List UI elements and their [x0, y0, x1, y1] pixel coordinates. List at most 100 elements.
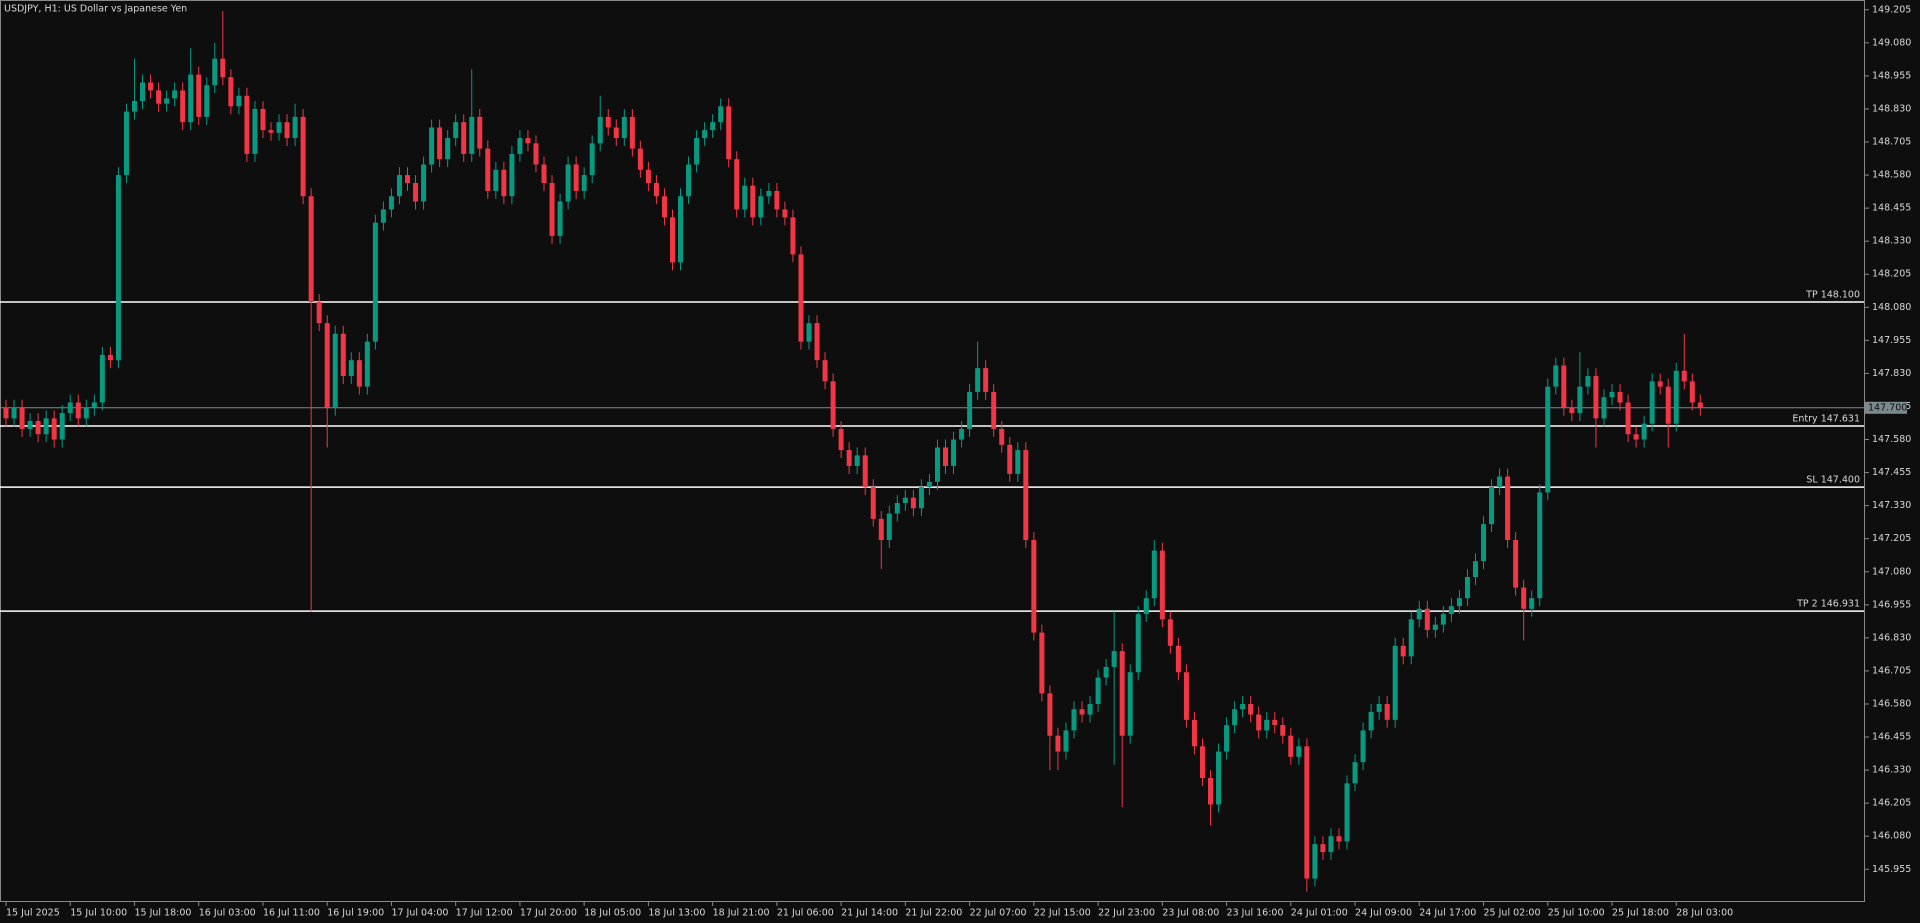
- candle-body: [1689, 381, 1695, 403]
- candle-body: [1151, 550, 1157, 599]
- y-tick-label: 148.580: [1872, 170, 1911, 181]
- x-tick-label: 15 Jul 2025: [6, 908, 60, 919]
- y-tick-label: 147.580: [1872, 434, 1911, 445]
- candle-body: [405, 175, 410, 184]
- candle-body: [148, 82, 154, 91]
- candle-body: [975, 368, 981, 392]
- candle-body: [1256, 714, 1262, 731]
- plot-frame: [0, 0, 1865, 902]
- candle-body: [1272, 719, 1278, 726]
- candle-body: [557, 201, 563, 236]
- candle-body: [51, 418, 57, 440]
- y-tick-label: 148.080: [1872, 302, 1911, 313]
- candle-body: [1609, 391, 1615, 398]
- x-tick-label: 25 Jul 02:00: [1484, 908, 1541, 919]
- candle-body: [1456, 598, 1462, 607]
- candle-body: [669, 217, 675, 263]
- candle-body: [1665, 386, 1671, 424]
- candle-body: [1489, 487, 1495, 525]
- x-tick-label: 17 Jul 20:00: [520, 908, 577, 919]
- candle-body: [854, 455, 860, 466]
- y-tick-label: 148.205: [1872, 269, 1911, 280]
- candle-body: [1312, 844, 1318, 879]
- candle-body: [244, 95, 250, 154]
- y-tick-label: 147.080: [1872, 566, 1911, 577]
- y-tick-label: 148.955: [1872, 70, 1911, 81]
- x-tick-label: 24 Jul 01:00: [1291, 908, 1348, 919]
- candle-body: [308, 196, 314, 303]
- chart-title: USDJPY, H1: US Dollar vs Japanese Yen: [4, 4, 187, 15]
- candle-body: [1159, 550, 1165, 620]
- candle-body: [1448, 606, 1454, 615]
- candle-body: [1537, 492, 1543, 599]
- candle-body: [1464, 577, 1470, 599]
- candle-body: [686, 164, 692, 197]
- candle-body: [790, 217, 796, 255]
- candle-body: [11, 407, 17, 419]
- candle-body: [541, 164, 547, 184]
- candle-body: [943, 447, 949, 466]
- x-tick-label: 16 Jul 11:00: [263, 908, 320, 919]
- candle-body: [1079, 709, 1085, 715]
- candle-body: [1505, 476, 1511, 541]
- current-price-label: 147.700: [1868, 402, 1907, 413]
- candle-body: [131, 101, 137, 112]
- x-tick-label: 24 Jul 17:00: [1419, 908, 1476, 919]
- candle-body: [236, 95, 242, 107]
- candle-body: [1657, 381, 1663, 387]
- candle-body: [477, 116, 483, 149]
- candle-body: [983, 368, 989, 392]
- candle-body: [1529, 598, 1535, 609]
- x-tick-label: 17 Jul 12:00: [456, 908, 513, 919]
- candle-body: [260, 108, 266, 131]
- candle-body: [437, 127, 443, 160]
- candle-body: [1007, 444, 1013, 474]
- x-tick-label: 23 Jul 08:00: [1162, 908, 1219, 919]
- candle-body: [421, 164, 427, 202]
- candle-body: [1087, 703, 1093, 715]
- candle-body: [549, 183, 555, 236]
- candle-body: [1392, 645, 1398, 720]
- candle-body: [726, 106, 732, 160]
- candle-body: [822, 360, 828, 382]
- candle-body: [1384, 703, 1390, 720]
- candle-body: [1111, 651, 1117, 667]
- candle-body: [878, 518, 884, 541]
- candle-body: [164, 98, 170, 104]
- y-tick-label: 147.455: [1872, 467, 1911, 478]
- candle-body: [1625, 402, 1631, 435]
- candle-body: [605, 116, 611, 128]
- candle-body: [774, 190, 780, 210]
- candle-body: [380, 209, 386, 223]
- candle-body: [1175, 645, 1181, 673]
- candle-body: [862, 455, 868, 488]
- candle-body: [1368, 711, 1374, 731]
- candle-body: [228, 77, 234, 107]
- candle-body: [1296, 746, 1302, 757]
- candle-body: [461, 122, 467, 154]
- candle-body: [1071, 709, 1077, 731]
- candle-body: [1601, 397, 1607, 419]
- level-label: Entry 147.631: [1792, 414, 1860, 425]
- candle-body: [1424, 608, 1430, 630]
- candle-body: [332, 333, 338, 408]
- candle-body: [172, 90, 178, 99]
- candle-body: [838, 428, 844, 451]
- candle-body: [1545, 386, 1551, 493]
- candle-body: [1135, 614, 1141, 673]
- candle-body: [694, 138, 700, 165]
- candle-body: [156, 90, 162, 104]
- y-tick-label: 145.955: [1872, 864, 1911, 875]
- candle-body: [324, 323, 330, 408]
- y-tick-label: 148.455: [1872, 203, 1911, 214]
- candle-body: [1617, 391, 1623, 403]
- candle-body: [340, 333, 346, 377]
- candle-body: [3, 407, 9, 419]
- candle-body: [59, 413, 65, 440]
- candle-body: [1432, 624, 1438, 630]
- candle-body: [1216, 751, 1222, 805]
- x-tick-label: 25 Jul 10:00: [1548, 908, 1605, 919]
- candle-body: [91, 402, 97, 408]
